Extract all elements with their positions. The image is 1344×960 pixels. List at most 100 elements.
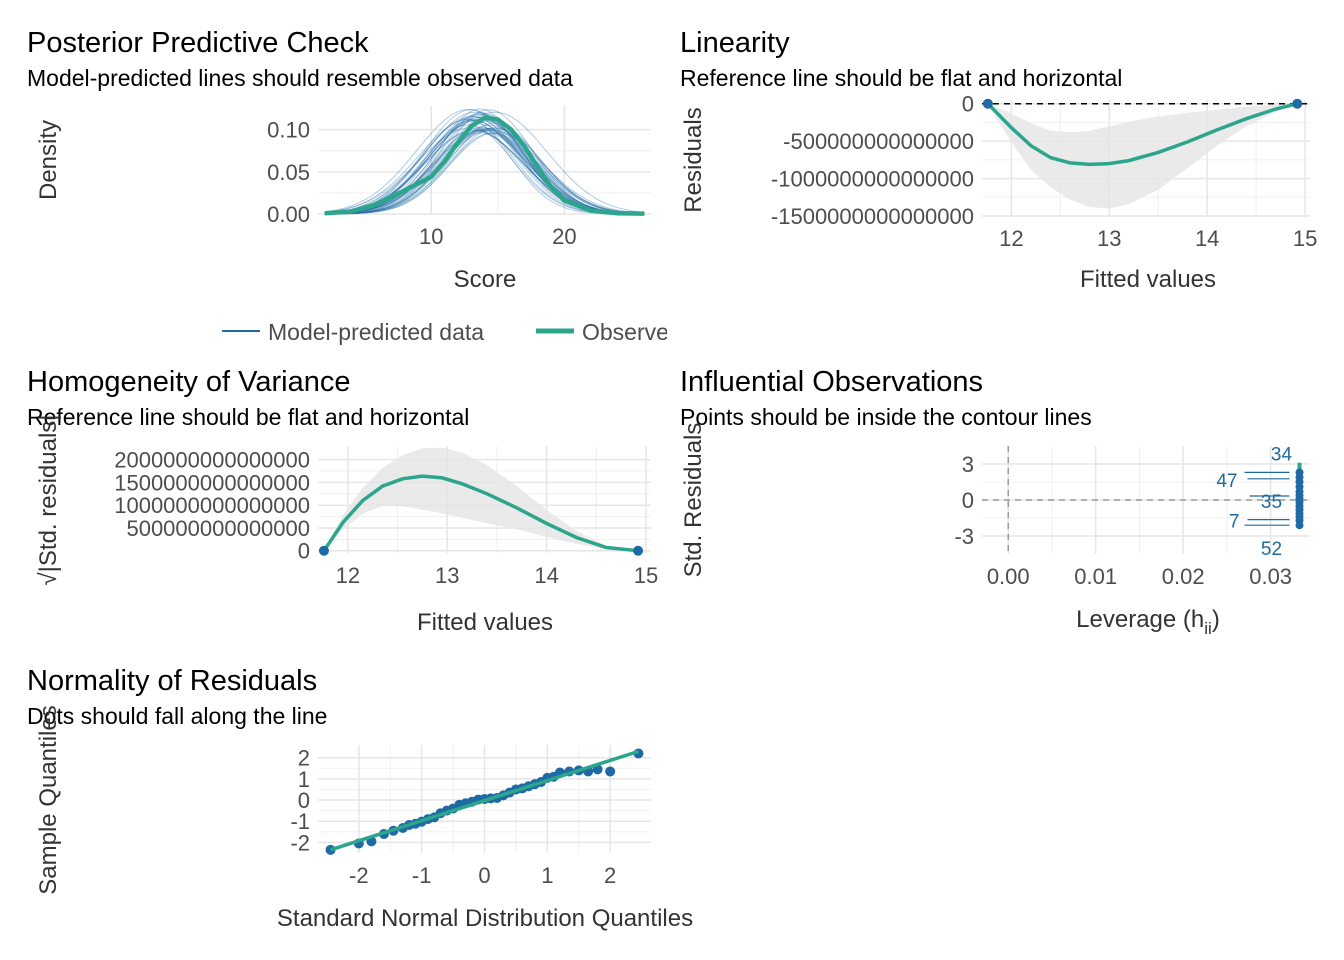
influence-subtitle: Points should be inside the contour line…	[680, 404, 1092, 430]
model-draw-line	[324, 127, 645, 215]
normality-xlabel: Standard Normal Distribution Quantiles	[277, 905, 693, 932]
ppc-title: Posterior Predictive Check	[27, 27, 369, 59]
y-tick-label: 1500000000000000	[114, 470, 310, 495]
ppc-grid	[318, 106, 651, 215]
x-tick-label: 0.01	[1074, 564, 1117, 589]
influence-point-label: 52	[1261, 539, 1282, 560]
model-draw-line	[324, 111, 645, 215]
ppc-ylabel: Density	[35, 120, 62, 200]
influence-ticks: 0.00 0.01 0.02 0.03 -3 0 3	[954, 452, 1292, 589]
ppc-legend: Model-predicted data Observed data	[222, 319, 733, 345]
ppc-subtitle: Model-predicted lines should resemble ob…	[27, 65, 573, 91]
linearity-xlabel: Fitted values	[1080, 266, 1216, 293]
y-tick-label: 0.05	[267, 160, 310, 185]
linearity-point	[982, 98, 993, 109]
normality-point	[605, 766, 616, 777]
influence-marks: 34 47 35 7 52	[982, 444, 1310, 560]
homogeneity-point	[633, 545, 644, 556]
model-draw-line	[324, 132, 645, 215]
homogeneity-marks	[318, 447, 644, 556]
influence-ylabel: Std. Residuals	[680, 423, 707, 578]
x-tick-label: 15	[634, 563, 658, 588]
normality-subtitle: Dots should fall along the line	[27, 703, 327, 729]
y-tick-label: 1	[298, 767, 310, 792]
y-tick-label: -1000000000000000	[771, 167, 974, 192]
y-tick-label: 0	[962, 92, 974, 117]
homogeneity-point	[318, 545, 329, 556]
x-tick-label: 13	[435, 563, 459, 588]
y-tick-label: 2000000000000000	[114, 448, 310, 473]
linearity-point	[1292, 98, 1303, 109]
normality-ylabel: Sample Quantiles	[35, 705, 62, 894]
y-tick-label: 0	[962, 488, 974, 513]
homogeneity-subtitle: Reference line should be flat and horizo…	[27, 404, 469, 430]
y-tick-label: 500000000000000	[126, 516, 310, 541]
x-tick-label: -2	[349, 863, 369, 888]
model-draw-line	[324, 114, 645, 215]
y-tick-label: -3	[954, 524, 974, 549]
x-tick-label: 12	[999, 226, 1023, 251]
influence-xlabel: Leverage (hii)	[1076, 606, 1220, 638]
y-tick-label: 1000000000000000	[114, 493, 310, 518]
model-draw-line	[324, 124, 645, 215]
model-draw-line	[324, 129, 645, 215]
influence-point-label: 47	[1216, 471, 1237, 492]
linearity-subtitle: Reference line should be flat and horizo…	[680, 65, 1122, 91]
influence-point-label: 7	[1229, 512, 1240, 533]
homogeneity-confidence-band	[324, 447, 639, 551]
y-tick-label: 0.10	[267, 118, 310, 143]
x-tick-label: 14	[1195, 226, 1219, 251]
linearity-marks	[982, 98, 1310, 209]
influence-xlabel-end: )	[1212, 606, 1220, 633]
y-tick-label: 0	[298, 788, 310, 813]
linearity-ticks: 12 13 14 15 0 -500000000000000 -10000000000000…	[771, 92, 1317, 251]
x-tick-label: 10	[419, 224, 443, 249]
y-tick-label: -1500000000000000	[771, 204, 974, 229]
y-tick-label: 0	[298, 539, 310, 564]
influence-point-label: 35	[1261, 492, 1282, 513]
influence-point	[1295, 521, 1304, 530]
homogeneity-ticks: 12 13 14 15 05000000000000001000000000000000…	[114, 448, 658, 588]
model-draw-line	[324, 111, 645, 215]
y-tick-label: 3	[962, 452, 974, 477]
normality-reference-line	[330, 749, 639, 852]
model-draw-line	[324, 122, 645, 215]
influence-xlabel-sub: ii	[1204, 619, 1212, 638]
panel-linearity: Linearity Reference line should be flat …	[680, 27, 1317, 293]
x-tick-label: 14	[534, 563, 558, 588]
model-draw-line	[324, 108, 645, 215]
x-tick-label: 0.00	[987, 564, 1030, 589]
x-tick-label: 0.03	[1249, 564, 1292, 589]
x-tick-label: 12	[336, 563, 360, 588]
influence-grid	[982, 446, 1310, 554]
x-tick-label: 1	[541, 863, 553, 888]
y-tick-label: -500000000000000	[783, 129, 974, 154]
ppc-xlabel: Score	[454, 266, 517, 293]
influence-xlabel-main: Leverage (h	[1076, 606, 1204, 633]
x-tick-label: -1	[412, 863, 432, 888]
linearity-ylabel: Residuals	[680, 107, 707, 212]
linearity-title: Linearity	[680, 27, 790, 59]
panel-homogeneity: Homogeneity of Variance Reference line s…	[27, 366, 658, 636]
influence-point-label: 34	[1271, 444, 1293, 465]
x-tick-label: 0.02	[1162, 564, 1205, 589]
x-tick-label: 15	[1293, 226, 1317, 251]
homogeneity-title: Homogeneity of Variance	[27, 366, 350, 398]
linearity-fit-line	[986, 102, 1298, 167]
y-tick-label: -2	[290, 830, 310, 855]
x-tick-label: 20	[552, 224, 576, 249]
model-draw-line	[324, 127, 645, 215]
ppc-observed	[324, 115, 645, 216]
model-draw-line	[324, 119, 645, 215]
normality-title: Normality of Residuals	[27, 665, 317, 697]
legend-observed-label: Observed data	[582, 319, 733, 345]
observed-density-line	[324, 115, 645, 216]
legend-model-label: Model-predicted data	[268, 319, 484, 345]
homogeneity-ylabel: √|Std. residuals|	[35, 414, 62, 585]
y-tick-label: 2	[298, 746, 310, 771]
y-tick-label: 0.00	[267, 202, 310, 227]
x-tick-label: 2	[604, 863, 616, 888]
x-tick-label: 0	[478, 863, 490, 888]
x-tick-label: 13	[1097, 226, 1121, 251]
